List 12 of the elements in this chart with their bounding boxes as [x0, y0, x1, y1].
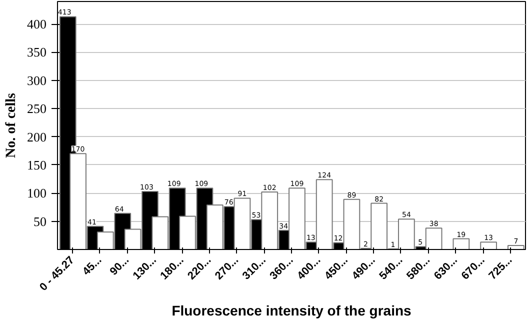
y-tick-label: 400 [27, 16, 46, 32]
y-tick-label: 50 [34, 214, 46, 229]
y-tick-label: 150 [27, 157, 46, 172]
x-tick-label: 90... [108, 254, 132, 278]
y-tick-label: 250 [27, 101, 46, 116]
x-tick-label: 45... [80, 254, 104, 278]
y-tick-label: 200 [27, 129, 46, 144]
x-axis-title: Fluorescence intensity of the grains [172, 302, 412, 319]
y-tick-label: 300 [27, 72, 46, 88]
y-tick-label: 100 [27, 186, 46, 201]
y-axis-title: No. of cells [4, 92, 19, 158]
y-tick-label: 350 [27, 44, 46, 60]
